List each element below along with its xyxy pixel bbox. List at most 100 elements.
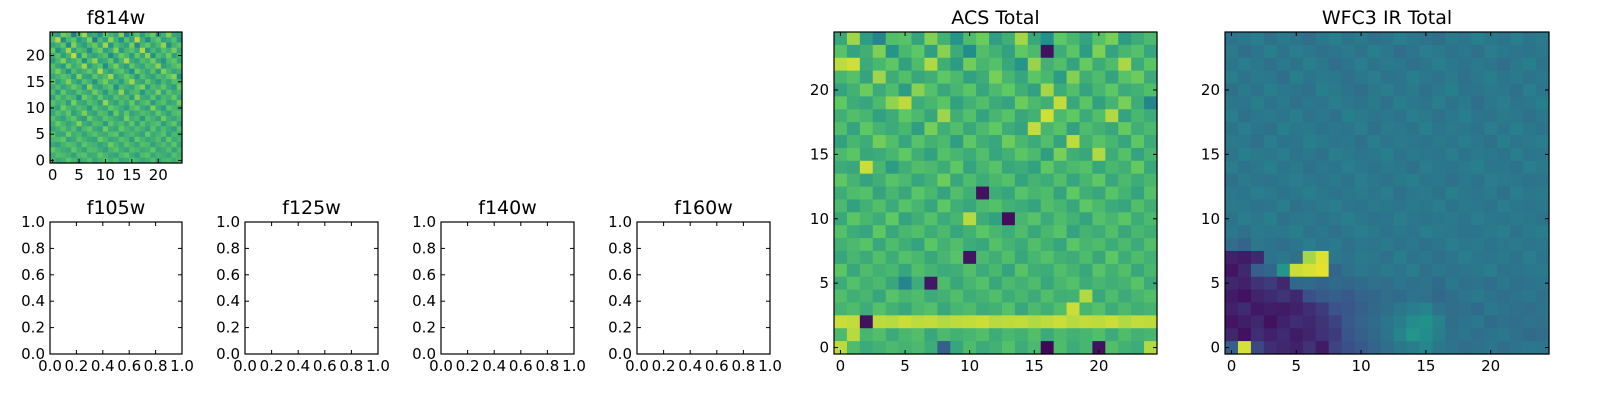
heatmap-cell — [1237, 70, 1252, 85]
heatmap-cell — [1092, 328, 1106, 342]
heatmap-cell — [97, 110, 104, 117]
x-tick-label: 15 — [1416, 357, 1435, 375]
heatmap-cell — [97, 147, 104, 154]
heatmap-cell — [171, 68, 178, 75]
heatmap-cell — [97, 52, 104, 59]
heatmap-cell — [55, 68, 62, 75]
heatmap-cell — [166, 84, 173, 91]
heatmap-cell — [1014, 57, 1029, 72]
heatmap-cell — [1328, 44, 1343, 59]
heatmap-cell — [1131, 109, 1145, 123]
heatmap-cell — [1315, 32, 1330, 46]
heatmap-cell — [113, 100, 120, 106]
heatmap-cell — [1471, 315, 1485, 329]
heatmap-cell — [134, 79, 141, 85]
heatmap-cell — [1315, 109, 1330, 123]
heatmap-cell — [1302, 122, 1317, 136]
heatmap-cell — [92, 58, 99, 65]
heatmap-cell — [1276, 341, 1291, 355]
x-tick-label: 5 — [900, 357, 910, 375]
heatmap-cells — [834, 32, 1158, 355]
heatmap-cell — [911, 289, 926, 304]
heatmap-cell — [139, 42, 146, 49]
heatmap-cell — [1328, 238, 1343, 252]
heatmap-cell — [1092, 315, 1106, 329]
heatmap-cell — [1092, 70, 1106, 85]
heatmap-cell — [1406, 186, 1420, 201]
heatmap-cell — [1040, 302, 1055, 316]
heatmap-cell — [937, 238, 951, 252]
heatmap-cell — [1432, 276, 1446, 291]
heatmap-cell — [1131, 225, 1145, 239]
heatmap-cell — [1079, 147, 1093, 162]
heatmap-cell — [989, 250, 1003, 265]
heatmap-cell — [1014, 328, 1029, 342]
heatmap-cell — [1092, 83, 1106, 97]
heatmap-cell — [950, 83, 964, 97]
heatmap-cell — [176, 68, 183, 75]
heatmap-cell — [1419, 135, 1433, 149]
heatmap-cell — [102, 42, 109, 49]
heatmap-cell — [65, 157, 72, 164]
heatmap-cell — [160, 84, 167, 91]
heatmap-cell — [92, 84, 99, 91]
heatmap-cell — [1510, 302, 1524, 316]
heatmap-cell — [859, 328, 874, 342]
heatmap-cell — [950, 32, 964, 46]
heatmap-cell — [859, 147, 874, 162]
heatmap-cell — [950, 315, 964, 329]
heatmap-cell — [102, 147, 109, 154]
heatmap-cell — [1341, 315, 1356, 329]
heatmap-cell — [134, 89, 141, 96]
heatmap-cell — [834, 122, 848, 136]
heatmap-cell — [86, 58, 93, 65]
heatmap-cell — [976, 83, 990, 97]
heatmap-cell — [155, 115, 162, 122]
heatmap-cell — [1131, 238, 1145, 252]
heatmap-cell — [92, 147, 99, 154]
heatmap-cell — [885, 315, 900, 329]
panel-frame — [49, 221, 183, 355]
heatmap-cell — [1315, 289, 1330, 304]
heatmap-cell — [65, 68, 72, 75]
heatmap-cell — [76, 126, 83, 133]
heatmap-cell — [898, 225, 913, 239]
heatmap-cell — [1014, 160, 1029, 175]
heatmap-cell — [937, 302, 951, 316]
heatmap-cell — [1079, 328, 1093, 342]
heatmap-cell — [81, 157, 88, 164]
heatmap-cell — [1471, 289, 1485, 304]
heatmap-cell — [1014, 109, 1029, 123]
heatmap-cell — [108, 147, 114, 154]
heatmap-cell — [846, 70, 861, 85]
heatmap-cell — [118, 147, 125, 154]
heatmap-cell — [1225, 302, 1239, 316]
heatmap-cell — [139, 157, 146, 164]
heatmap-cell — [1079, 315, 1093, 329]
heatmap-cell — [1341, 225, 1356, 239]
heatmap-cell — [846, 199, 861, 213]
heatmap-cell — [118, 58, 125, 65]
heatmap-cell — [1458, 160, 1472, 175]
heatmap-cell — [1027, 109, 1042, 123]
heatmap-cell — [1406, 315, 1420, 329]
heatmap-cell — [97, 47, 104, 54]
heatmap-cell — [1354, 147, 1369, 162]
heatmap-cell — [1406, 238, 1420, 252]
heatmap-cell — [859, 122, 874, 136]
heatmap-cell — [1406, 109, 1420, 123]
heatmap-cell — [145, 37, 151, 44]
heatmap-cell — [834, 302, 848, 316]
heatmap-cell — [1118, 96, 1132, 110]
heatmap-cell — [1014, 173, 1029, 188]
heatmap-cell — [150, 94, 157, 101]
heatmap-cell — [1328, 70, 1343, 85]
x-tick-label: 1.0 — [170, 357, 194, 375]
heatmap-cell — [1367, 70, 1382, 85]
heatmap-cell — [171, 142, 178, 148]
heatmap-cell — [1053, 238, 1068, 252]
heatmap-cell — [76, 136, 83, 143]
heatmap-cell — [108, 110, 114, 117]
heatmap-cell — [1406, 135, 1420, 149]
heatmap-cell — [1014, 341, 1029, 355]
